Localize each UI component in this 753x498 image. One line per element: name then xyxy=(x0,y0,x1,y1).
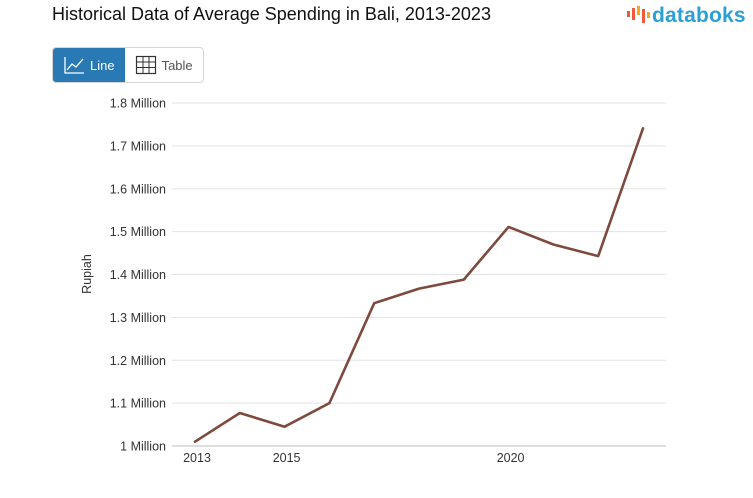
data-point[interactable] xyxy=(413,283,425,295)
y-tick-label: 1.5 Million xyxy=(110,225,166,239)
data-point[interactable] xyxy=(323,397,335,409)
line-chart-icon xyxy=(64,57,84,74)
data-point[interactable] xyxy=(279,421,291,433)
data-point[interactable] xyxy=(637,122,649,134)
data-point[interactable] xyxy=(458,274,470,286)
series-layer xyxy=(189,122,649,448)
y-tick-label: 1.2 Million xyxy=(110,354,166,368)
view-toggle: Line Table xyxy=(52,47,204,83)
page-title: Historical Data of Average Spending in B… xyxy=(52,4,491,24)
y-axis-tick-labels: 1 Million 1.1 Million 1.2 Million 1.3 Milli… xyxy=(110,97,166,454)
table-grid-icon xyxy=(135,55,156,75)
data-point[interactable] xyxy=(503,221,515,233)
y-tick-label: 1.3 Million xyxy=(110,311,166,325)
y-tick-label: 1.1 Million xyxy=(110,397,166,411)
x-tick-label: 2013 xyxy=(183,451,211,465)
grid-lines xyxy=(172,102,666,447)
brand-name: databoks xyxy=(652,4,746,27)
line-view-button[interactable]: Line xyxy=(53,48,125,82)
line-view-label: Line xyxy=(90,57,115,73)
table-view-label: Table xyxy=(161,57,193,73)
y-tick-label: 1.4 Million xyxy=(110,268,166,282)
data-point[interactable] xyxy=(189,436,201,448)
x-axis-tick-labels: 2013 2015 2020 xyxy=(183,451,524,465)
y-tick-label: 1.7 Million xyxy=(110,139,166,153)
data-point[interactable] xyxy=(592,250,604,262)
x-tick-label: 2020 xyxy=(497,451,525,465)
series-line xyxy=(193,127,645,444)
databoks-logo-icon xyxy=(627,6,650,23)
data-point[interactable] xyxy=(368,297,380,309)
y-tick-label: 1.8 Million xyxy=(110,97,166,111)
y-tick-label: 1 Million xyxy=(120,440,166,454)
x-tick-label: 2015 xyxy=(273,451,301,465)
data-point[interactable] xyxy=(234,407,246,419)
y-axis-label: Rupiah xyxy=(80,254,94,294)
y-tick-label: 1.6 Million xyxy=(110,182,166,196)
data-point[interactable] xyxy=(547,238,559,250)
brand-logo[interactable]: databoks xyxy=(626,4,746,28)
table-view-button[interactable]: Table xyxy=(125,48,203,82)
